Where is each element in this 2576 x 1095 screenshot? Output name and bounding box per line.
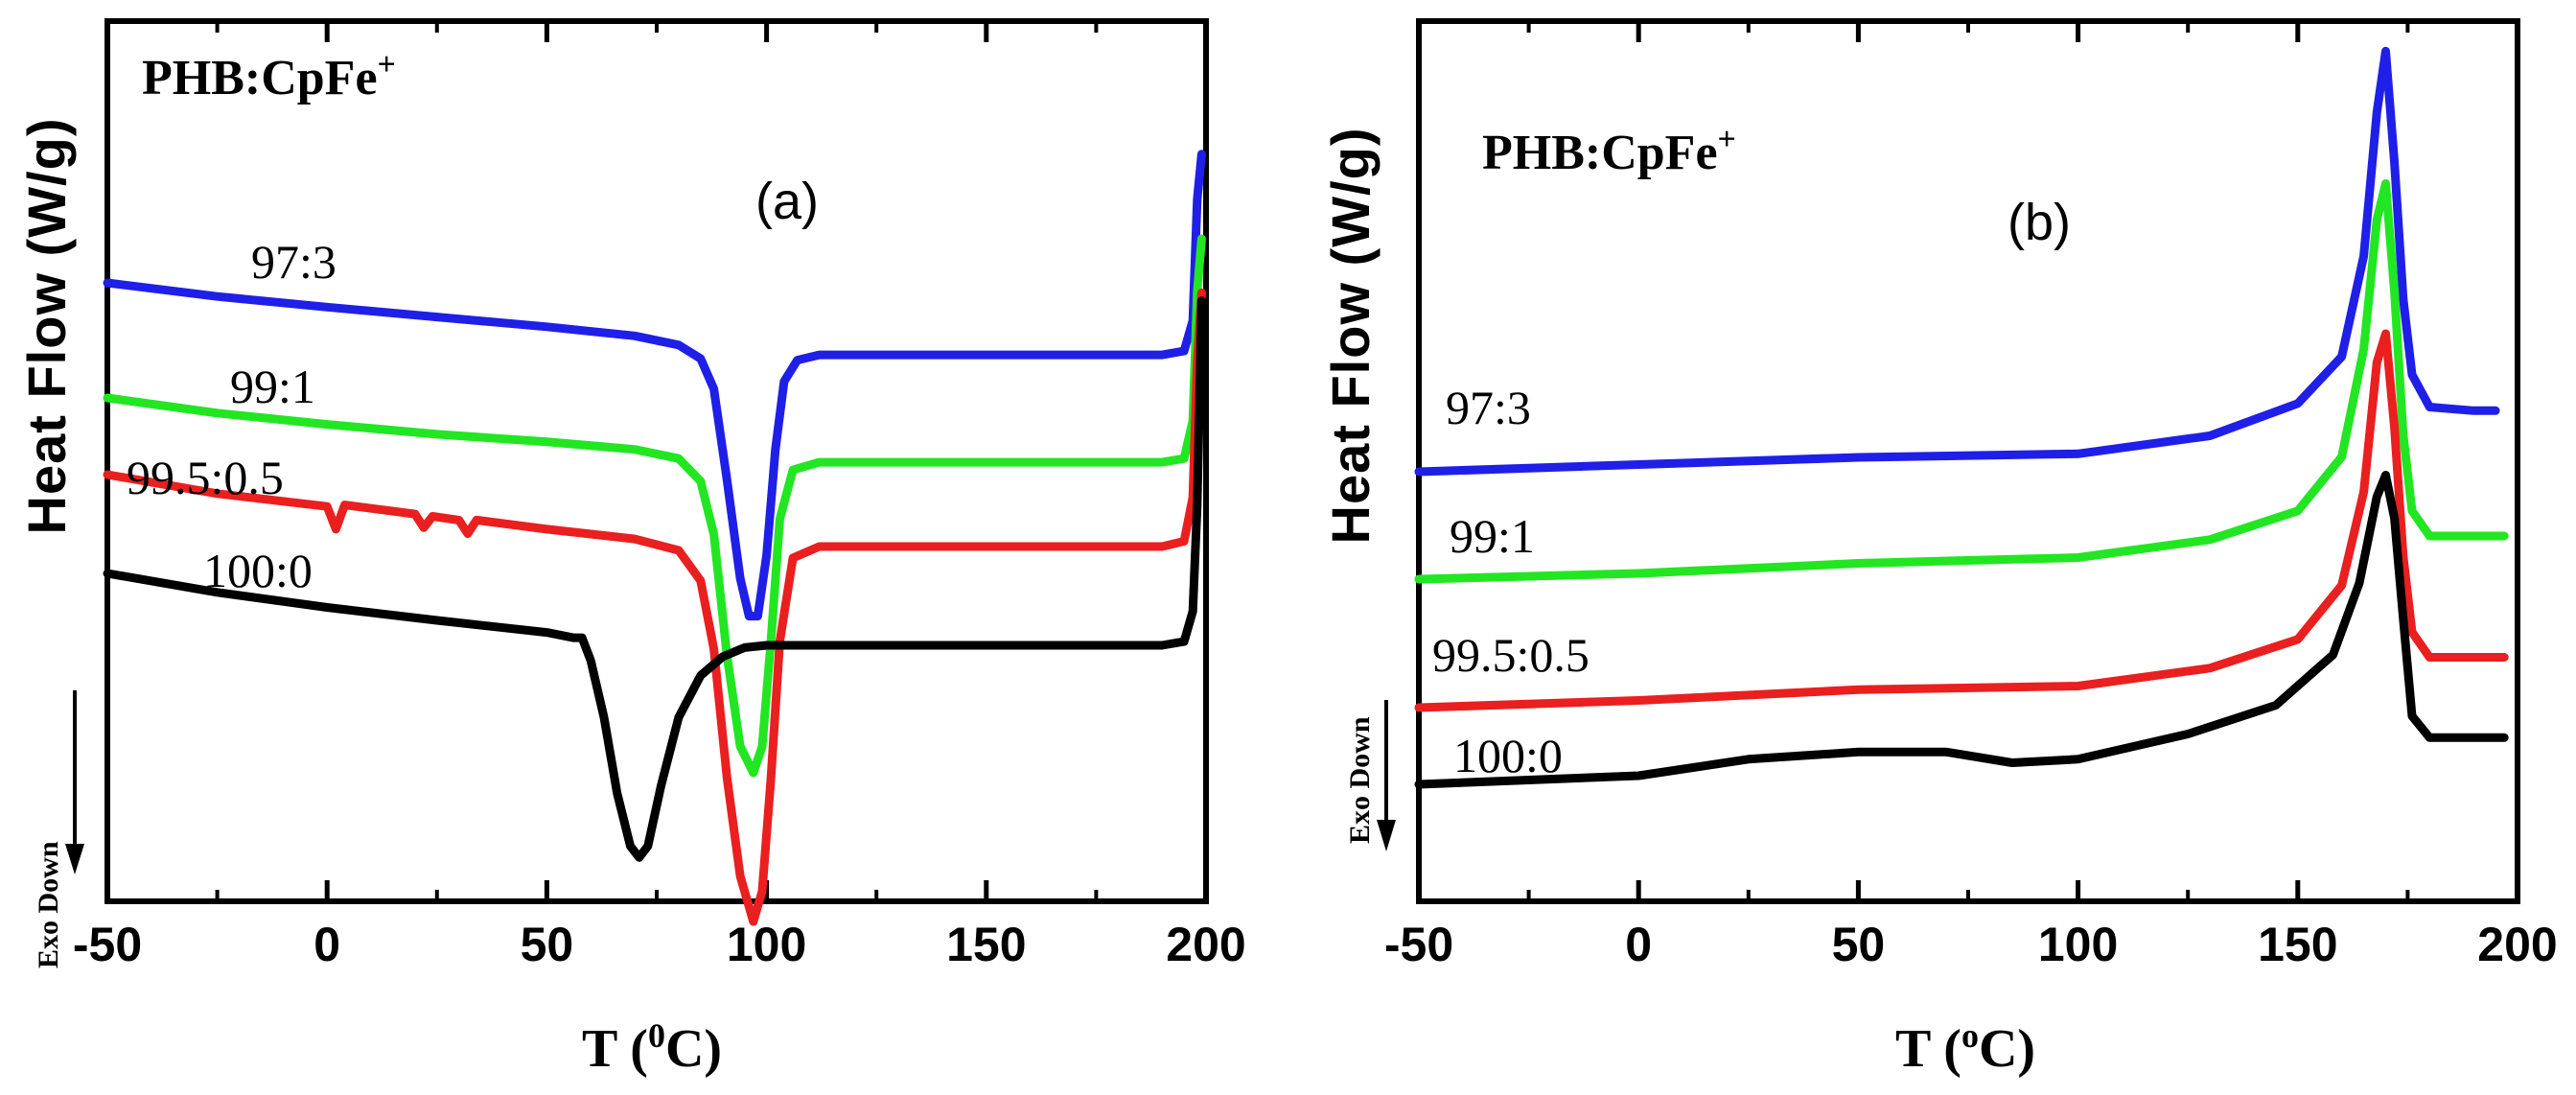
panel-a-x-tick-label-2: 50: [521, 918, 574, 971]
panel-a-panel-letter: (a): [755, 173, 819, 230]
panel-a-x-tick-label-4: 150: [946, 918, 1026, 971]
panel-b-x-tick-label-2: 50: [1832, 918, 1886, 971]
panel-b-chart: -50 0 50 100 150 200 PHB:CpFe+ (b) 97:3 99:1 …: [1320, 18, 2558, 1079]
panel-b-x-tick-label-0: -50: [1384, 918, 1453, 971]
panel-a-label-99-5-0-5: 99.5:0.5: [127, 451, 284, 504]
panel-a-xlabel: T (0C): [582, 1016, 722, 1079]
panel-b-curve-99-1: [1414, 179, 2509, 584]
panel-a-label-99-1: 99:1: [230, 360, 315, 413]
panel-b-label-100-0: 100:0: [1453, 729, 1563, 782]
panel-b-xlabel-main: T (: [1895, 1019, 1961, 1079]
panel-a-x-tick-label-1: 0: [313, 918, 340, 971]
panel-b-x-tick-label-3: 100: [2038, 918, 2118, 971]
panel-b-curves: [1414, 46, 2509, 789]
panel-a-curve-99-5-0-5: [103, 288, 1206, 926]
panel-b-label-97-3: 97:3: [1446, 381, 1531, 434]
panel-a-sample-title-main: PHB:CpFe: [142, 51, 378, 105]
panel-a-exo-label: Exo Down: [33, 841, 64, 968]
panel-a-xlabel-sup: 0: [648, 1016, 665, 1055]
panel-a-x-ticks: [104, 21, 1209, 901]
panel-b-panel-letter: (b): [2007, 194, 2071, 251]
panel-a-curves: [103, 150, 1206, 926]
panel-b-x-ticks: [1416, 21, 2520, 901]
panel-b-x-tick-label-5: 200: [2477, 918, 2557, 971]
panel-a-xlabel-end: C): [665, 1019, 722, 1079]
panel-a-curve-97-3: [103, 150, 1206, 621]
panel-b-x-tick-labels: -50 0 50 100 150 200: [1384, 918, 2558, 971]
panel-b-xlabel: T (oC): [1895, 1016, 2035, 1079]
panel-b-ylabel: Heat Flow (W/g): [1320, 128, 1381, 545]
panel-a-curve-100-0: [103, 296, 1206, 862]
panel-b-curve-100-0: [1414, 471, 2509, 789]
panel-b-curve-99-5-0-5: [1414, 329, 2509, 712]
panel-b-sample-title: PHB:CpFe+: [1482, 122, 1736, 180]
panel-b-xlabel-end: C): [1979, 1019, 2035, 1079]
panel-a-label-100-0: 100:0: [203, 544, 313, 597]
panel-a-label-97-3: 97:3: [251, 235, 337, 289]
panel-a-ylabel: Heat Flow (W/g): [16, 118, 77, 535]
panel-b-label-99-5-0-5: 99.5:0.5: [1432, 628, 1590, 682]
panel-a-sample-title: PHB:CpFe+: [142, 47, 396, 105]
panel-b-exo-arrow-head: [1377, 820, 1396, 851]
panel-b-xlabel-sup: o: [1961, 1016, 1979, 1055]
panel-b-exo-label: Exo Down: [1344, 716, 1376, 844]
panel-b-label-99-1: 99:1: [1450, 509, 1535, 563]
panel-a-x-tick-labels: -50 0 50 100 150 200: [73, 918, 1246, 971]
panel-a-x-tick-label-0: -50: [73, 918, 142, 971]
panel-b-x-tick-label-4: 150: [2258, 918, 2337, 971]
panel-a-curve-99-1: [103, 234, 1206, 778]
panel-a-x-tick-label-3: 100: [727, 918, 806, 971]
panel-b-x-tick-label-1: 0: [1625, 918, 1652, 971]
panel-a-chart: -50 0 50 100 150 200 PHB:CpFe+ (a) 97:3 99:1 …: [16, 18, 1246, 1079]
panel-b-curve-97-3: [1414, 46, 2500, 477]
panel-b-sample-title-sup: +: [1718, 122, 1736, 157]
panel-a-sample-title-sup: +: [378, 47, 396, 82]
panel-a-exo-arrow-head: [65, 844, 84, 874]
panel-a-xlabel-main: T (: [582, 1019, 648, 1079]
panel-b-sample-title-main: PHB:CpFe: [1482, 126, 1718, 180]
panel-a-x-tick-label-5: 200: [1166, 918, 1245, 971]
